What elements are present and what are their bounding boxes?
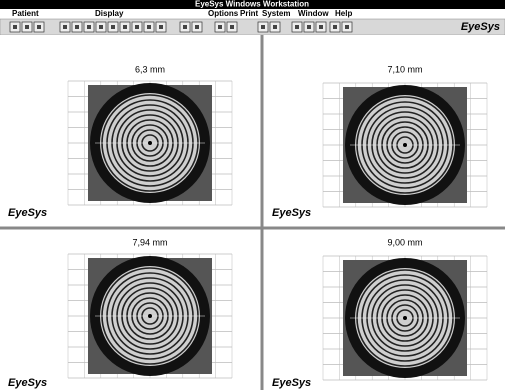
- menu-item[interactable]: Display: [95, 9, 124, 18]
- menu-item[interactable]: Print: [240, 9, 259, 18]
- button-icon: [261, 25, 265, 29]
- button-icon: [13, 25, 17, 29]
- window-title: EyeSys Windows Workstation: [195, 0, 309, 9]
- menu-item[interactable]: Patient: [12, 9, 39, 18]
- map-label: 9,00 mm: [387, 237, 422, 247]
- button-icon: [183, 25, 187, 29]
- button-icon: [99, 25, 103, 29]
- center-dot: [148, 314, 152, 318]
- button-icon: [147, 25, 151, 29]
- panel-logo: EyeSys: [8, 207, 47, 219]
- button-icon: [218, 25, 222, 29]
- button-icon: [319, 25, 323, 29]
- button-icon: [307, 25, 311, 29]
- button-icon: [195, 25, 199, 29]
- menu-item[interactable]: System: [262, 9, 290, 18]
- button-icon: [25, 25, 29, 29]
- panel-logo: EyeSys: [272, 377, 311, 389]
- brand-logo: EyeSys: [461, 21, 500, 33]
- map-label: 7,94 mm: [132, 237, 167, 247]
- app-window: EyeSys Windows Workstation EyeSys Patien…: [0, 0, 505, 390]
- map-label: 6,3 mm: [135, 64, 165, 74]
- button-icon: [135, 25, 139, 29]
- button-icon: [123, 25, 127, 29]
- panel-logo: EyeSys: [272, 207, 311, 219]
- center-dot: [148, 141, 152, 145]
- button-icon: [345, 25, 349, 29]
- button-icon: [37, 25, 41, 29]
- menu-item[interactable]: Options: [208, 9, 239, 18]
- button-icon: [273, 25, 277, 29]
- map-label: 7,10 mm: [387, 64, 422, 74]
- button-icon: [75, 25, 79, 29]
- button-icon: [230, 25, 234, 29]
- button-icon: [111, 25, 115, 29]
- panel-logo: EyeSys: [8, 377, 47, 389]
- menu-item[interactable]: Help: [335, 9, 352, 18]
- button-icon: [333, 25, 337, 29]
- center-dot: [403, 316, 407, 320]
- center-dot: [403, 143, 407, 147]
- button-icon: [87, 25, 91, 29]
- button-icon: [159, 25, 163, 29]
- menu-item[interactable]: Window: [298, 9, 329, 18]
- button-icon: [295, 25, 299, 29]
- button-icon: [63, 25, 67, 29]
